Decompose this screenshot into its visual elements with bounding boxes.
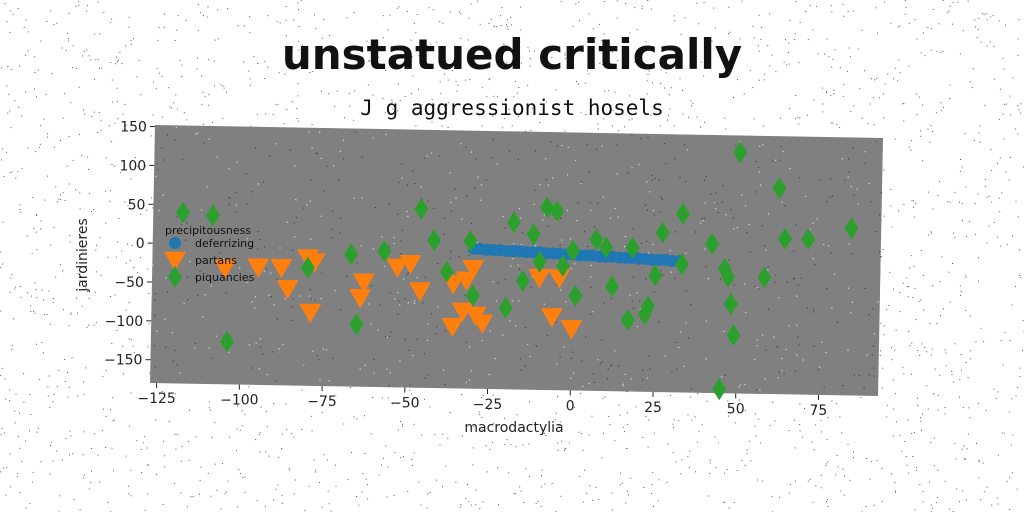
x-tick-label: 0	[566, 399, 575, 415]
y-tick-label: 150	[120, 120, 147, 136]
x-tick-label: 50	[727, 401, 745, 417]
legend-marker-deferrizing	[169, 237, 181, 249]
y-axis-label: jardinieres	[75, 218, 91, 293]
y-tick-label: 0	[136, 236, 145, 252]
x-tick-label: −125	[137, 391, 175, 407]
y-tick-label: 100	[119, 158, 146, 174]
y-tick-label: −150	[104, 353, 142, 369]
x-tick-label: 75	[810, 403, 828, 419]
legend-title: precipitousness	[165, 224, 251, 237]
y-tick-label: −50	[114, 275, 144, 291]
legend-entry-partans: partans	[195, 254, 237, 267]
x-axis-label: macrodactylia	[464, 420, 563, 436]
x-tick-label: −50	[390, 396, 420, 412]
y-tick-label: 50	[128, 197, 146, 213]
y-tick-label: −100	[105, 314, 143, 330]
x-tick-label: 25	[644, 400, 662, 416]
x-tick-label: −100	[220, 393, 258, 409]
legend-entry-deferrizing: deferrizing	[195, 237, 254, 250]
y-axis-ticks: −150 −100 −50 0 50 100 150	[104, 120, 155, 369]
x-tick-label: −25	[473, 397, 503, 413]
legend-entry-piquancies: piquancies	[195, 271, 255, 284]
x-tick-label: −75	[307, 394, 337, 410]
